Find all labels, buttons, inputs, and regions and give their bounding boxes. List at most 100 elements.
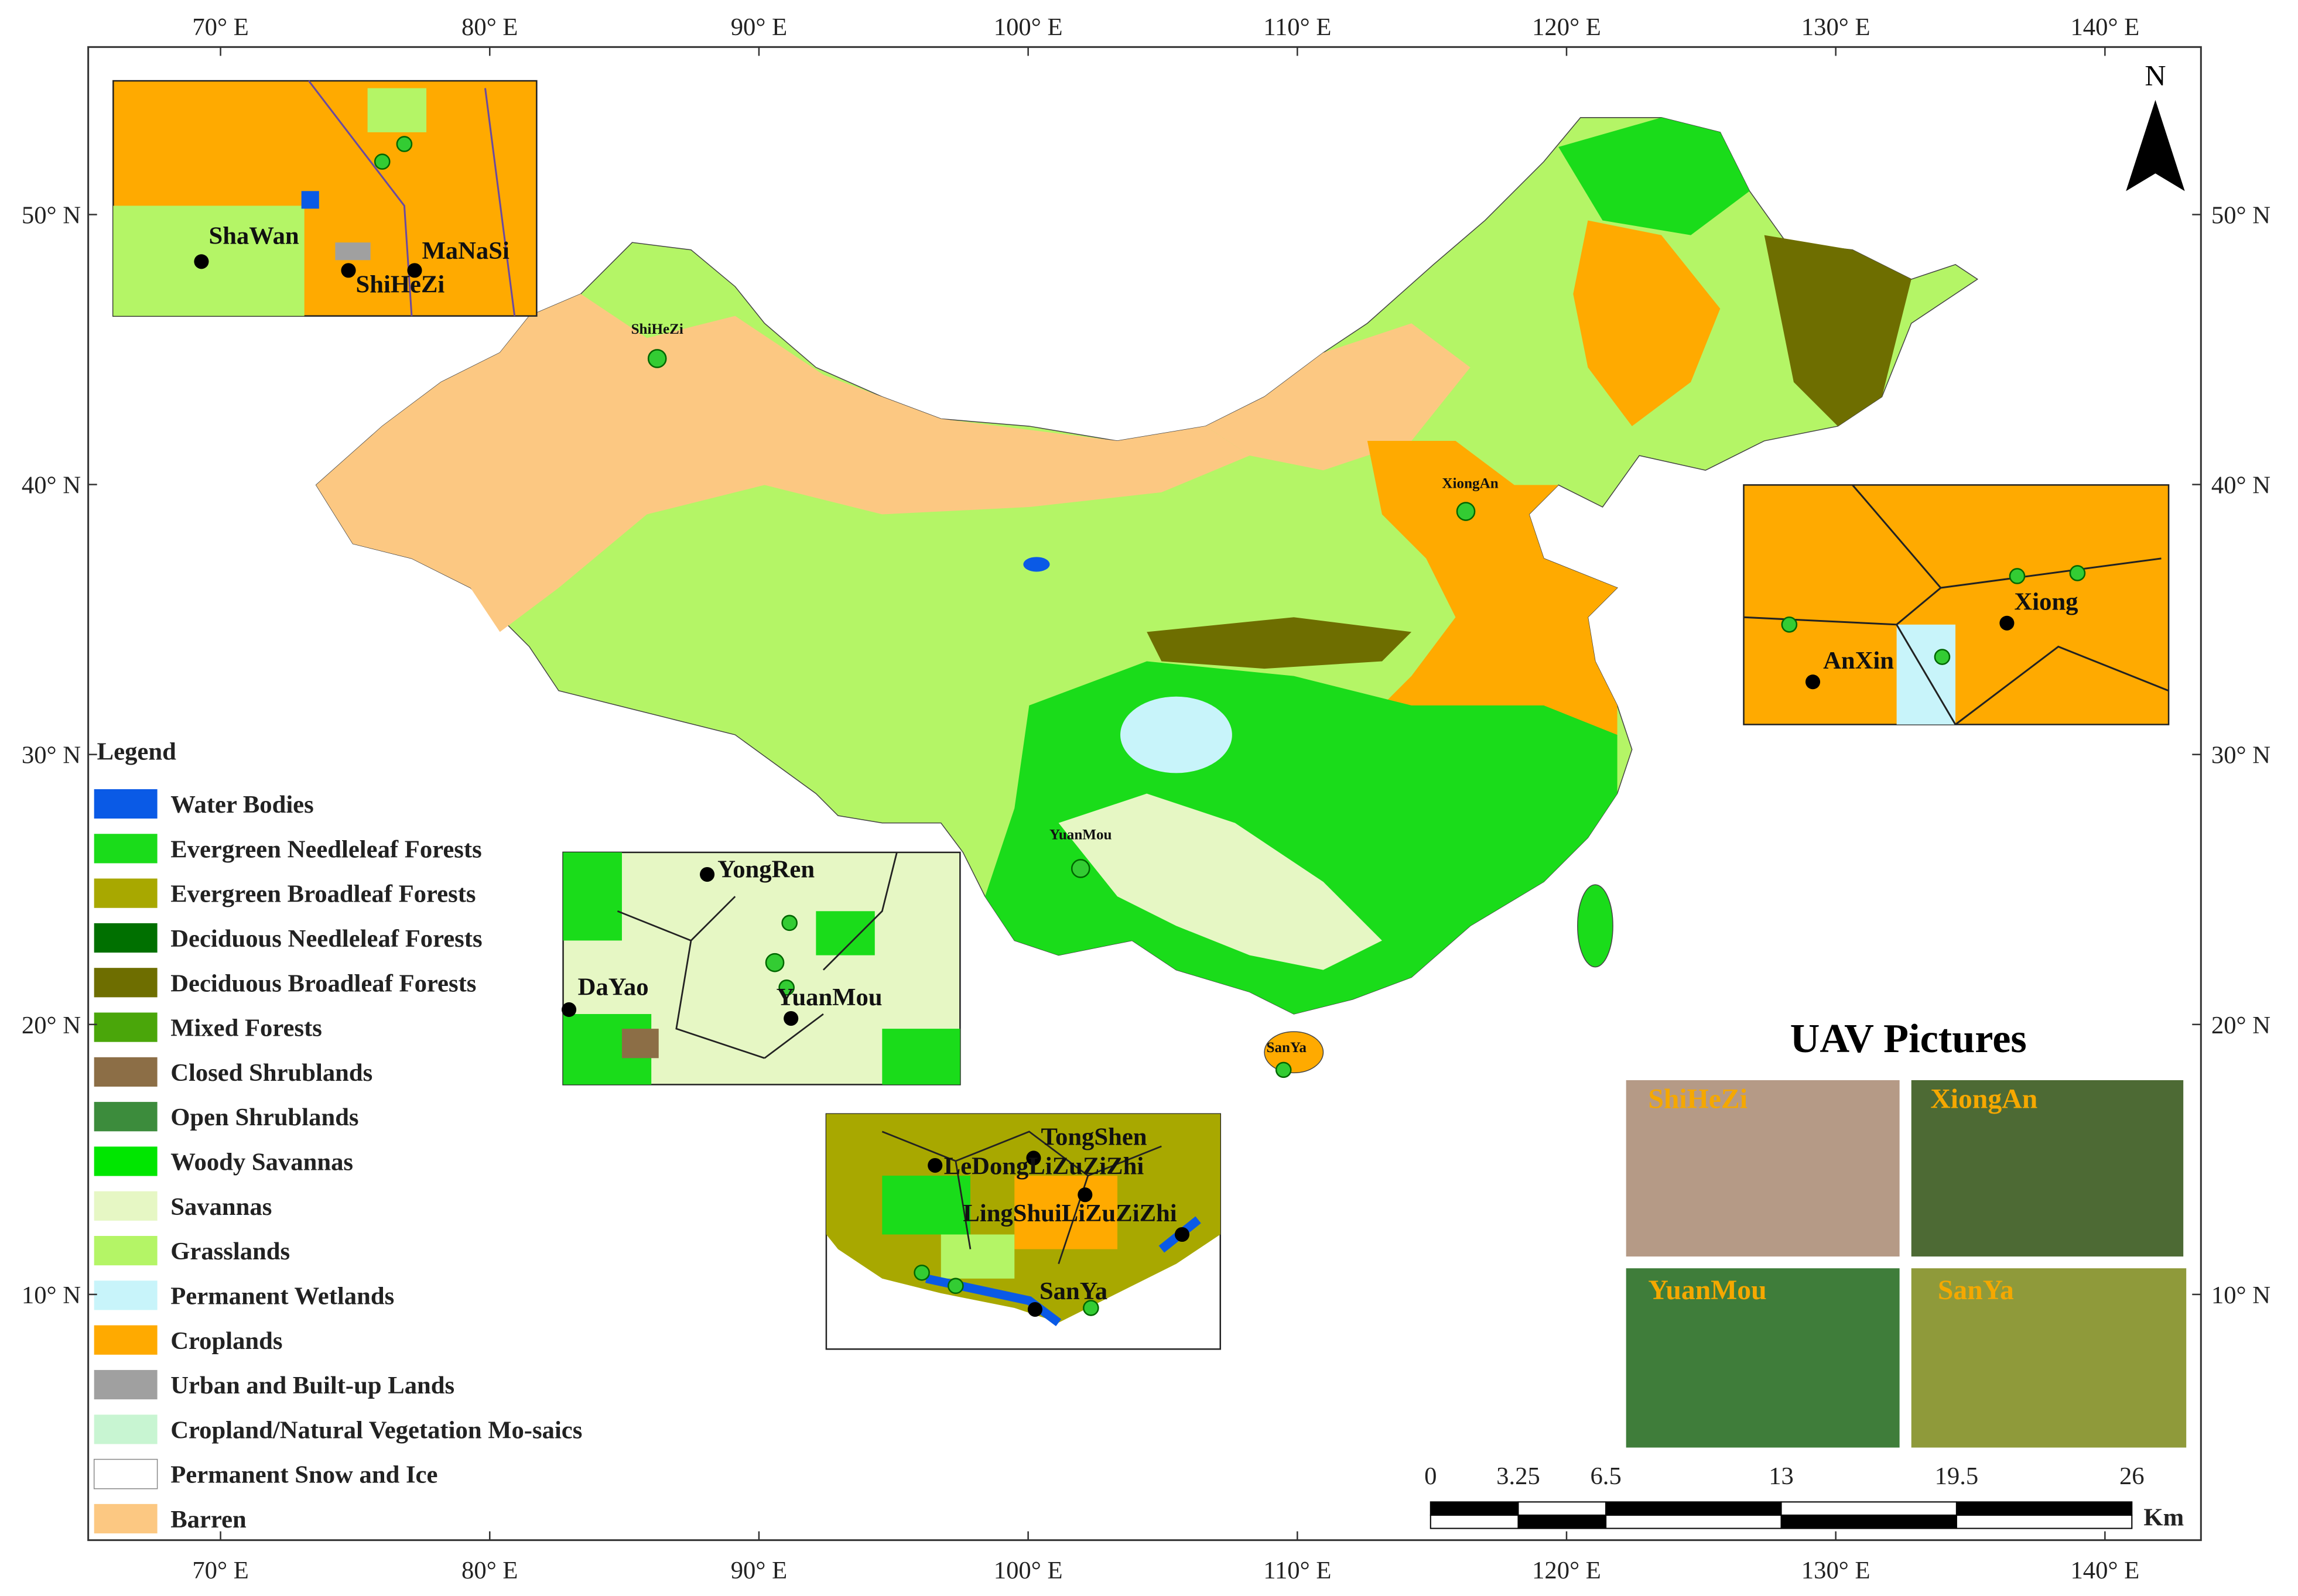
landmass — [315, 117, 1979, 1074]
inset-label: ShiHeZi — [356, 271, 445, 299]
legend-label: Savannas — [170, 1193, 272, 1221]
legend-swatch — [94, 1236, 158, 1266]
lat-label: 40° N — [22, 472, 81, 499]
inset-point — [2069, 565, 2086, 581]
scale-label: 0 — [1424, 1463, 1437, 1490]
inset-label: YuanMou — [777, 984, 883, 1011]
legend-swatch — [94, 878, 158, 908]
inset-point — [1999, 615, 2015, 631]
inset-point — [194, 254, 209, 269]
savanna-south — [1058, 793, 1382, 970]
inset-patch — [882, 1029, 960, 1085]
lon-label: 90° E — [731, 13, 787, 41]
legend-label: Evergreen Needleleaf Forests — [170, 835, 481, 863]
uav-title: UAV Pictures — [1790, 1016, 2027, 1061]
inset-point — [1027, 1302, 1042, 1317]
lon-label: 70° E — [192, 1557, 248, 1584]
lon-label: 110° E — [1263, 13, 1331, 41]
inset-point — [2009, 568, 2026, 584]
inset-patch — [1014, 1176, 1118, 1249]
lon-label: 80° E — [461, 13, 518, 41]
uav-photo — [1911, 1268, 2187, 1448]
legend-label: Woody Savannas — [170, 1149, 353, 1176]
legend-swatch — [94, 923, 158, 953]
legend-title: Legend — [97, 738, 176, 766]
inset-patch — [113, 206, 305, 316]
uav-photo — [1626, 1268, 1900, 1448]
inset-point — [341, 263, 356, 278]
legend-swatch — [94, 1369, 158, 1400]
legend-label: Barren — [170, 1506, 247, 1533]
uav-photo — [1911, 1080, 2184, 1257]
barren-region — [316, 294, 1250, 632]
inset-point — [1078, 1187, 1093, 1203]
lon-label: 70° E — [192, 13, 248, 41]
scale-segment — [1780, 1501, 1957, 1516]
legend-swatch — [94, 1503, 158, 1534]
lat-label: 30° N — [22, 742, 81, 769]
inset-sanya: TongShen LeDongLiZuZiZhi LingShuiLiZuZiZ… — [825, 1113, 1222, 1350]
forest-northeast — [1764, 235, 1911, 426]
lat-label: 20° N — [22, 1012, 81, 1039]
legend-label: Deciduous Needleleaf Forests — [170, 925, 482, 953]
inset-label: Xiong — [2014, 588, 2078, 616]
lat-label: 20° N — [2211, 1012, 2270, 1039]
uav-label: ShiHeZi — [1648, 1084, 1748, 1115]
inset-point — [1083, 1300, 1099, 1316]
lon-label: 140° E — [2070, 1557, 2139, 1584]
scale-label: 13 — [1769, 1463, 1794, 1490]
legend-swatch — [94, 1102, 158, 1132]
north-arrow: N — [2126, 59, 2185, 191]
inset-label: LeDongLiZuZiZhi — [944, 1153, 1144, 1180]
inset-point — [374, 153, 391, 170]
scale-unit: Km — [2143, 1504, 2184, 1532]
taiwan — [1577, 884, 1613, 968]
lat-label: 10° N — [22, 1282, 81, 1309]
uav-label: XiongAn — [1930, 1084, 2037, 1115]
scale-label: 26 — [2119, 1463, 2145, 1490]
legend-label: Croplands — [170, 1327, 282, 1355]
inset-patch — [882, 1176, 970, 1235]
inset-point — [914, 1264, 930, 1281]
lon-label: 90° E — [731, 1557, 787, 1584]
inset-label: AnXin — [1823, 647, 1894, 674]
inset-label: DaYao — [578, 973, 649, 1001]
lake-qinghai — [1023, 557, 1050, 572]
legend-swatch — [94, 1415, 158, 1444]
inset-point — [1781, 616, 1798, 633]
lon-label: 120° E — [1532, 13, 1601, 41]
inset-patch — [621, 1029, 659, 1059]
site-label: ShiHeZi — [631, 321, 683, 337]
legend-swatch — [94, 1325, 158, 1355]
scale-segment — [1955, 1514, 2133, 1529]
inset-point — [407, 263, 422, 278]
scale-segment — [1955, 1501, 2133, 1516]
inset-xiongan: Xiong AnXin — [1743, 484, 2170, 725]
cropland-northeast — [1573, 220, 1721, 426]
uav-photo — [1626, 1080, 1900, 1257]
wetland-sichuan — [1120, 696, 1232, 773]
inset-point — [1934, 649, 1951, 665]
lon-label: 80° E — [461, 1557, 518, 1584]
legend-swatch — [94, 1146, 158, 1176]
inset-shihezi: ShaWan MaNaSi ShiHeZi — [112, 80, 538, 317]
inset-point — [562, 1002, 577, 1018]
inset-point — [1174, 1227, 1190, 1242]
inset-point — [700, 867, 715, 882]
legend-label: Deciduous Broadleaf Forests — [170, 970, 476, 997]
inset-yuanmou: YongRen DaYao YuanMou — [562, 851, 961, 1085]
inset-point — [778, 979, 795, 996]
cropland-east — [1352, 441, 1618, 794]
uav-label: SanYa — [1938, 1275, 2014, 1306]
inset-point — [928, 1157, 943, 1173]
site-point — [647, 349, 667, 368]
lat-label: 40° N — [2211, 472, 2270, 499]
scale-segment — [1605, 1501, 1782, 1516]
inset-label: LingShuiLiZuZiZhi — [963, 1200, 1177, 1227]
legend-label: Cropland/Natural Vegetation Mo-saics — [170, 1416, 582, 1444]
barren-north — [1205, 323, 1471, 471]
lat-label: 50° N — [22, 202, 81, 230]
shrub-qinling — [1147, 617, 1412, 669]
lat-label: 10° N — [2211, 1282, 2270, 1309]
uav-panel: UAV Pictures ShiHeZi XiongAn YuanMou San… — [1626, 1016, 2187, 1448]
